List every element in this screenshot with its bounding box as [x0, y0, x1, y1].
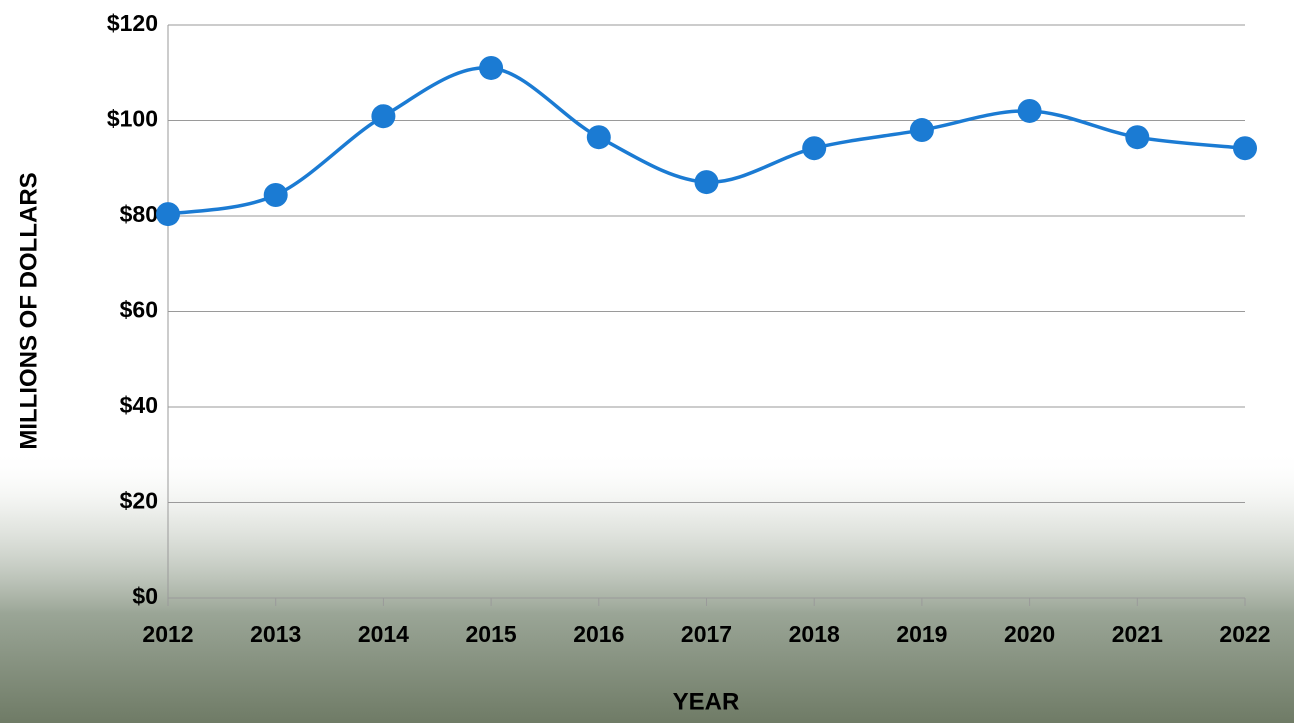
chart: YEAR MILLIONS OF DOLLARS $0 $20 $40 $60 $80 $…: [0, 0, 1294, 723]
data-point: [802, 136, 826, 160]
x-tick-label: 2020: [1004, 621, 1055, 647]
y-tick-label: $40: [120, 392, 158, 418]
data-point: [156, 202, 180, 226]
x-tick-label: 2019: [896, 621, 947, 647]
x-tick-label: 2014: [358, 621, 409, 647]
data-point: [1125, 125, 1149, 149]
y-axis-title: MILLIONS OF DOLLARS: [15, 172, 42, 449]
y-tick-label: $80: [120, 201, 158, 227]
background-forest: [0, 450, 1294, 723]
x-tick-label: 2015: [466, 621, 517, 647]
x-tick-label: 2016: [573, 621, 624, 647]
data-point: [1233, 136, 1257, 160]
x-tick-label: 2017: [681, 621, 732, 647]
x-tick-label: 2013: [250, 621, 301, 647]
data-point: [695, 170, 719, 194]
x-tick-label: 2018: [789, 621, 840, 647]
page: {"chart_data": { "type": "line", "x_labe…: [0, 0, 1294, 723]
data-point: [479, 56, 503, 80]
data-point: [587, 125, 611, 149]
data-point: [264, 183, 288, 207]
y-tick-label: $0: [132, 583, 158, 609]
x-tick-label: 2022: [1219, 621, 1270, 647]
x-tick-label: 2012: [142, 621, 193, 647]
y-tick-label: $20: [120, 488, 158, 514]
x-axis-title: YEAR: [673, 688, 740, 715]
data-point: [1018, 99, 1042, 123]
y-tick-label: $100: [107, 106, 158, 132]
data-point: [910, 118, 934, 142]
y-tick-label: $120: [107, 10, 158, 36]
data-point: [371, 104, 395, 128]
x-tick-label: 2021: [1112, 621, 1163, 647]
y-tick-label: $60: [120, 297, 158, 323]
